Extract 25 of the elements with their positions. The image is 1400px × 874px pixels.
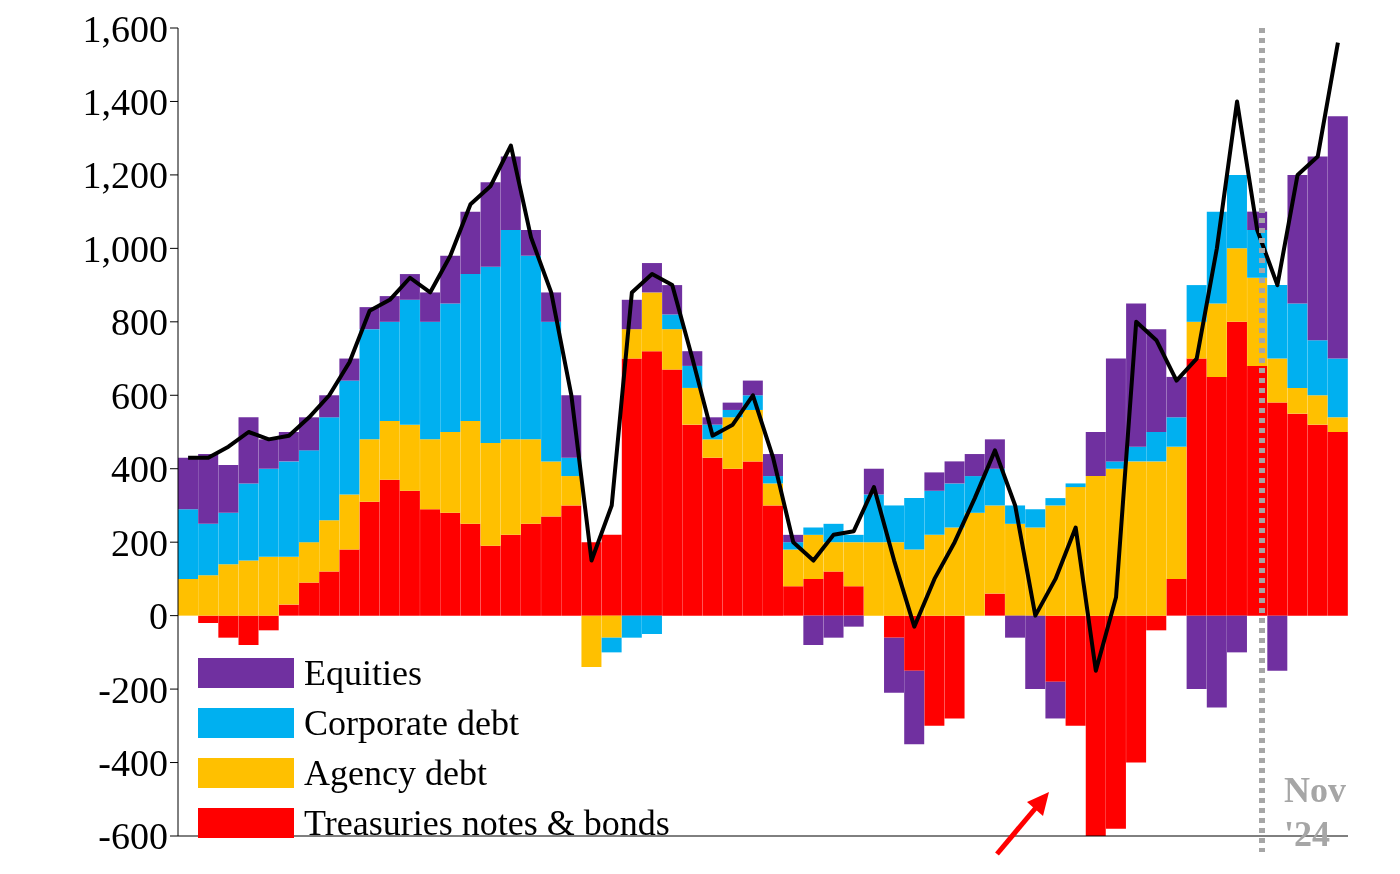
legend-label: Equities (304, 652, 422, 694)
bar (601, 637, 622, 653)
legend-label: Corporate debt (304, 702, 519, 744)
bar (662, 314, 683, 330)
y-tick-label: 200 (111, 521, 168, 564)
y-tick-label: -600 (98, 815, 168, 858)
bar (984, 593, 1005, 616)
y-tick-label: 800 (111, 301, 168, 344)
bar (1045, 498, 1066, 506)
y-tick-label: 1,000 (82, 227, 168, 270)
y-tick-label: 400 (111, 448, 168, 491)
y-tick-label: 1,200 (82, 154, 168, 197)
bar (1065, 483, 1086, 488)
bar (722, 402, 743, 410)
bar (742, 380, 763, 396)
y-tick-label: -200 (98, 668, 168, 711)
y-tick-label: 600 (111, 374, 168, 417)
y-tick-label: -400 (98, 742, 168, 785)
bar (682, 387, 703, 425)
y-tick-label: 0 (149, 595, 168, 638)
legend-label: Treasuries notes & bonds (304, 802, 670, 844)
bar (1267, 615, 1288, 671)
y-tick-label: 1,400 (82, 80, 168, 123)
legend-label: Agency debt (304, 752, 487, 794)
y-tick-label: 1,600 (82, 7, 168, 50)
